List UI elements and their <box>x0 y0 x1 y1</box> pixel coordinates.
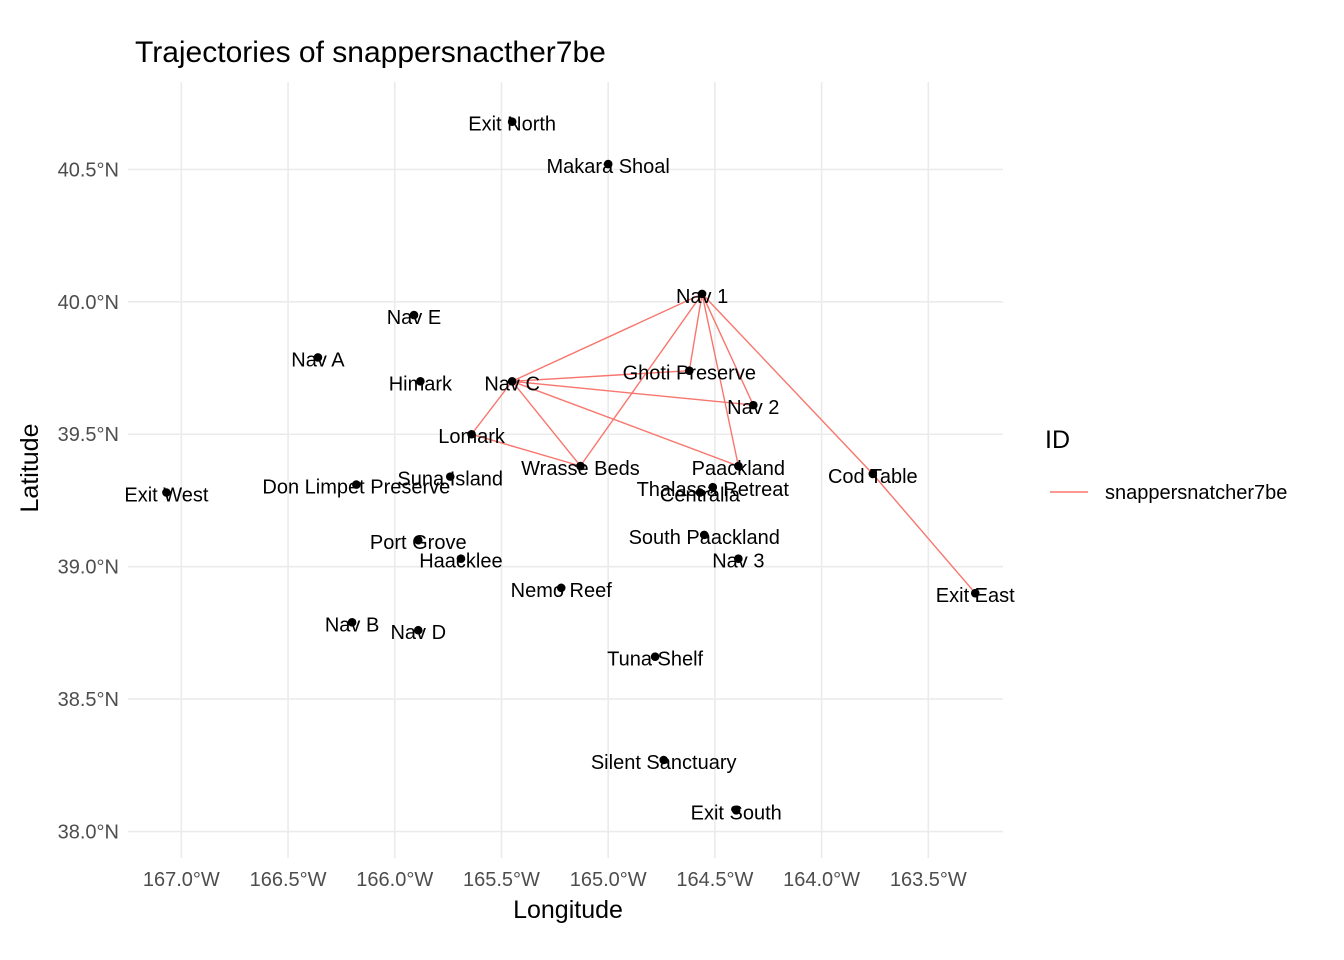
point-ghoti-preserve <box>684 366 694 375</box>
point-cod-table <box>868 469 878 479</box>
point-makara-shoal <box>603 159 613 169</box>
label-ghoti-preserve: Ghoti Preserve <box>623 363 756 385</box>
point-lomark <box>467 429 476 439</box>
label-nav-3: Nav 3 <box>712 551 764 573</box>
point-himark <box>416 376 425 386</box>
point-haacklee <box>456 554 466 564</box>
legend-title: ID <box>1045 426 1070 454</box>
y-tick-label: 40.0°N <box>58 292 119 314</box>
label-paackland: Paackland <box>692 458 785 480</box>
label-lomark: Lomark <box>438 426 506 448</box>
label-nav-d: Nav D <box>390 622 446 644</box>
point-nav-b <box>347 617 357 627</box>
label-silent-sanctuary: Silent Sanctuary <box>591 752 737 774</box>
location-points <box>162 117 980 815</box>
point-don-limpet-preserve <box>352 480 361 489</box>
x-tick-label: 166.0°W <box>356 869 433 891</box>
x-tick-label: 165.5°W <box>463 869 540 891</box>
y-tick-label: 40.5°N <box>58 159 119 181</box>
point-tuna-shelf <box>650 652 660 662</box>
point-exit-west <box>162 488 171 497</box>
label-thalassa-retreat: Thalassa Retreat <box>637 479 790 501</box>
point-nav-3 <box>734 554 743 564</box>
point-exit-north <box>507 117 517 127</box>
point-centralia <box>695 488 705 497</box>
label-makara-shoal: Makara Shoal <box>546 156 669 178</box>
label-exit-west: Exit West <box>124 485 209 507</box>
y-tick-label: 38.5°N <box>58 689 119 711</box>
legend: ID snappersnatcher7be <box>1045 426 1287 504</box>
point-nav-d <box>413 625 423 635</box>
point-nav-c <box>507 376 517 386</box>
label-tuna-shelf: Tuna Shelf <box>607 649 703 671</box>
x-tick-label: 164.5°W <box>676 869 753 891</box>
label-south-paackland: South Paackland <box>629 527 780 549</box>
point-nav-1 <box>697 289 707 299</box>
x-tick-label: 164.0°W <box>783 869 860 891</box>
x-tick-label: 167.0°W <box>143 869 220 891</box>
point-paackland <box>734 461 743 471</box>
point-nav-a <box>313 353 323 362</box>
label-suna-island: Suna Island <box>397 469 503 491</box>
label-cod-table: Cod Table <box>828 466 918 488</box>
x-tick-label: 166.5°W <box>250 869 327 891</box>
label-haacklee: Haacklee <box>419 551 502 573</box>
point-silent-sanctuary <box>659 755 668 765</box>
point-exit-south <box>731 806 741 815</box>
location-labels: Exit North Makara Shoal Nav 1 Nav E Nav A Gho… <box>124 114 1015 825</box>
label-nav-c: Nav C <box>484 373 540 395</box>
grid-lines <box>128 82 1003 858</box>
point-suna-island <box>445 472 455 481</box>
point-nav-e <box>409 310 419 320</box>
label-nav-a: Nav A <box>291 349 345 371</box>
label-don-limpet-preserve: Don Limpet Preserve <box>262 477 450 499</box>
chart-title: Trajectories of snappersnacther7be <box>135 36 606 69</box>
y-tick-label: 39.5°N <box>58 424 119 446</box>
label-wrasse-beds: Wrasse Beds <box>521 458 640 480</box>
y-tick-label: 38.0°N <box>58 822 119 844</box>
x-tick-labels: 167.0°W 166.5°W 166.0°W 165.5°W 165.0°W 164.5… <box>143 869 967 891</box>
point-south-paackland <box>699 530 709 540</box>
label-nav-1: Nav 1 <box>676 286 728 308</box>
label-nav-b: Nav B <box>325 614 379 636</box>
x-tick-label: 163.5°W <box>890 869 967 891</box>
label-exit-east: Exit East <box>936 585 1015 607</box>
label-exit-south: Exit South <box>691 802 782 824</box>
x-axis-title: Longitude <box>513 896 623 924</box>
point-thalassa-retreat <box>708 482 718 492</box>
label-port-grove: Port Grove <box>370 532 467 554</box>
point-wrasse-beds <box>576 461 585 471</box>
label-exit-north: Exit North <box>468 114 556 136</box>
x-tick-label: 165.0°W <box>570 869 647 891</box>
point-port-grove <box>413 535 423 545</box>
point-nav-2 <box>749 400 758 410</box>
label-nav-2: Nav 2 <box>727 397 779 419</box>
y-tick-labels: 38.0°N 38.5°N 39.0°N 39.5°N 40.0°N 40.5°N <box>58 159 119 843</box>
label-nemo-reef: Nemo Reef <box>511 580 613 602</box>
legend-entry-label: snappersnatcher7be <box>1105 482 1287 504</box>
y-axis-title: Latitude <box>16 424 44 513</box>
y-tick-label: 39.0°N <box>58 557 119 579</box>
label-nav-e: Nav E <box>387 307 441 329</box>
point-nemo-reef <box>556 583 566 593</box>
label-centralia: Centralia <box>660 485 741 507</box>
label-himark: Himark <box>389 373 453 395</box>
point-exit-east <box>970 588 980 598</box>
